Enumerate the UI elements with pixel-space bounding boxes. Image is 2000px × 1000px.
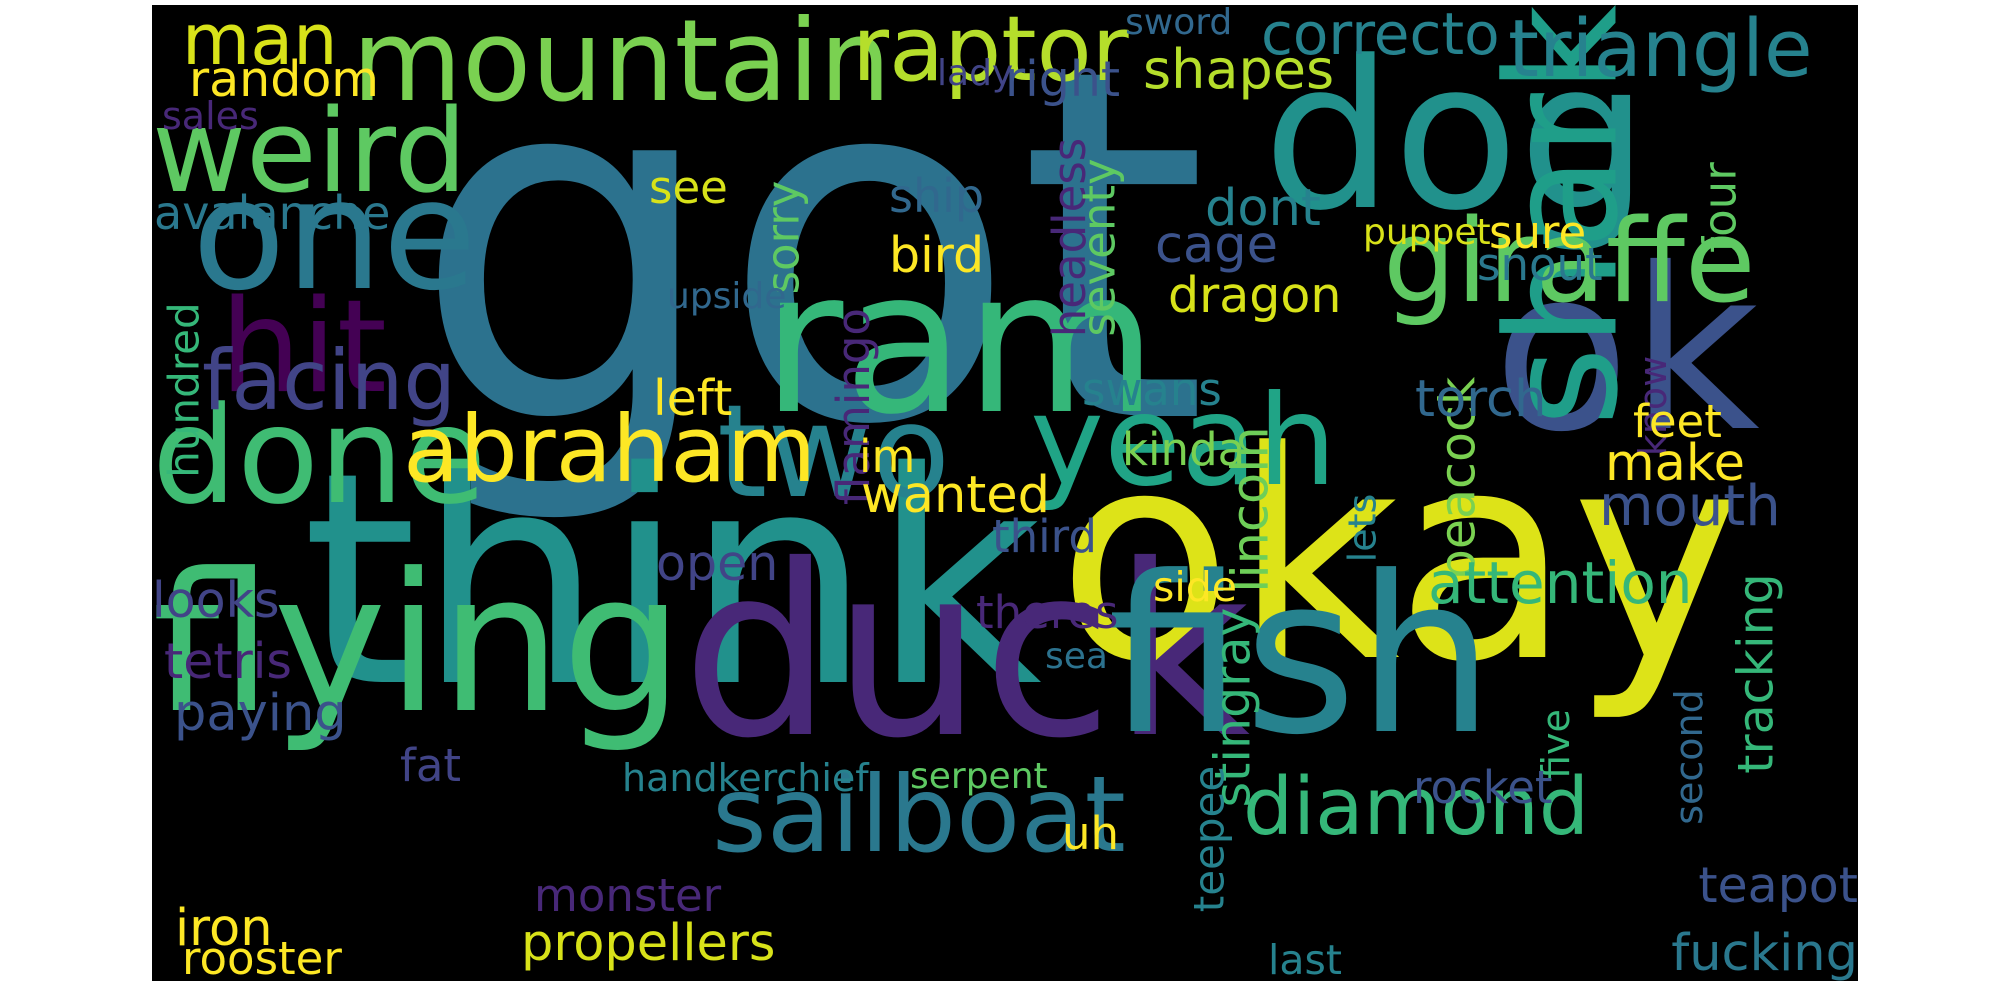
word-triangle: triangle bbox=[1508, 5, 1813, 95]
word-puppet: puppet bbox=[1363, 212, 1491, 253]
word-sailboat: sailboat bbox=[712, 754, 1126, 876]
word-hundred: hundred bbox=[159, 302, 209, 478]
word-got: got bbox=[412, 5, 1209, 531]
word-diamond: diamond bbox=[1243, 761, 1590, 853]
word-last: last bbox=[1268, 936, 1342, 981]
word-ram: ram bbox=[762, 227, 1158, 458]
word-tetris: tetris bbox=[164, 633, 292, 690]
word-giraffe: giraffe bbox=[1383, 195, 1756, 329]
word-feet: feet bbox=[1633, 395, 1722, 448]
word-bird: bird bbox=[889, 227, 985, 284]
word-weird: weird bbox=[152, 85, 468, 219]
word-right: right bbox=[1005, 51, 1121, 108]
word-upside: upside bbox=[667, 276, 787, 317]
word-okay: okay bbox=[1057, 390, 1742, 725]
word-sword: sword bbox=[1125, 5, 1233, 43]
word-abraham: abraham bbox=[403, 396, 817, 503]
word-duck: duck bbox=[682, 514, 1251, 790]
word-done: done bbox=[152, 378, 487, 534]
word-kinda: kinda bbox=[1122, 423, 1246, 476]
word-paying: paying bbox=[174, 684, 347, 743]
word-man: man bbox=[182, 5, 338, 81]
word-rooster: rooster bbox=[182, 932, 342, 981]
word-sure: sure bbox=[1489, 206, 1587, 259]
word-ok: ok bbox=[1493, 220, 1760, 481]
word-teapot: teapot bbox=[1698, 857, 1858, 914]
word-snout: snout bbox=[1477, 238, 1603, 291]
word-propellers: propellers bbox=[521, 914, 776, 973]
word-second: second bbox=[1666, 689, 1711, 825]
word-raptor: raptor bbox=[852, 5, 1129, 102]
word-ship: ship bbox=[889, 169, 985, 223]
word-sales: sales bbox=[162, 94, 259, 138]
word-lady: lady bbox=[937, 53, 1014, 94]
word-correcto: correcto bbox=[1261, 5, 1500, 68]
word-torch: torch bbox=[1415, 370, 1547, 429]
word-open: open bbox=[656, 535, 779, 592]
word-rocket: rocket bbox=[1413, 761, 1553, 814]
word-sea: sea bbox=[1045, 636, 1108, 677]
word-shapes: shapes bbox=[1143, 38, 1335, 101]
word-dog: dog bbox=[1263, 18, 1649, 256]
word-left: left bbox=[653, 370, 733, 427]
word-handkerchief: handkerchief bbox=[622, 756, 869, 800]
word-facing: facing bbox=[202, 332, 457, 429]
word-two: two bbox=[717, 378, 951, 527]
word-teepee: teepee bbox=[1184, 765, 1234, 913]
word-iron: iron bbox=[175, 899, 273, 958]
word-swans: swans bbox=[1082, 363, 1222, 416]
word-fat: fat bbox=[400, 739, 462, 792]
word-avalanche: avalanche bbox=[154, 186, 391, 240]
word-tracking: tracking bbox=[1727, 573, 1785, 774]
word-flying: flying bbox=[152, 533, 684, 756]
word-dont: dont bbox=[1205, 179, 1321, 238]
word-hit: hit bbox=[220, 273, 387, 422]
word-monster: monster bbox=[534, 869, 722, 922]
word-cage: cage bbox=[1155, 216, 1279, 275]
word-side: side bbox=[1153, 563, 1238, 611]
word-make: make bbox=[1605, 434, 1746, 493]
word-wanted: wanted bbox=[861, 466, 1051, 525]
word-think: think bbox=[302, 410, 1042, 752]
word-fish: fish bbox=[1107, 531, 1495, 783]
word-attention: attention bbox=[1428, 549, 1693, 617]
word-lets: lets bbox=[1340, 493, 1385, 563]
word-third: third bbox=[992, 510, 1097, 563]
word-dragon: dragon bbox=[1168, 267, 1342, 324]
word-fucking: fucking bbox=[1671, 924, 1858, 981]
word-mountain: mountain bbox=[352, 5, 892, 127]
word-four: four bbox=[1693, 162, 1747, 253]
word-mouth: mouth bbox=[1599, 474, 1781, 539]
word-random: random bbox=[189, 51, 380, 108]
word-uh: uh bbox=[1062, 807, 1120, 860]
word-looks: looks bbox=[152, 572, 280, 629]
word-serpent: serpent bbox=[910, 756, 1048, 797]
word-seventy: seventy bbox=[1072, 158, 1126, 337]
word-one: one bbox=[192, 147, 477, 325]
word-im: im bbox=[859, 430, 916, 483]
word-theres: theres bbox=[976, 586, 1119, 639]
word-yeah: yeah bbox=[1030, 369, 1337, 514]
word-cloud-canvas: got think okay duck fish flying ok dog ram shark o… bbox=[152, 5, 1858, 981]
word-see: see bbox=[649, 161, 728, 214]
